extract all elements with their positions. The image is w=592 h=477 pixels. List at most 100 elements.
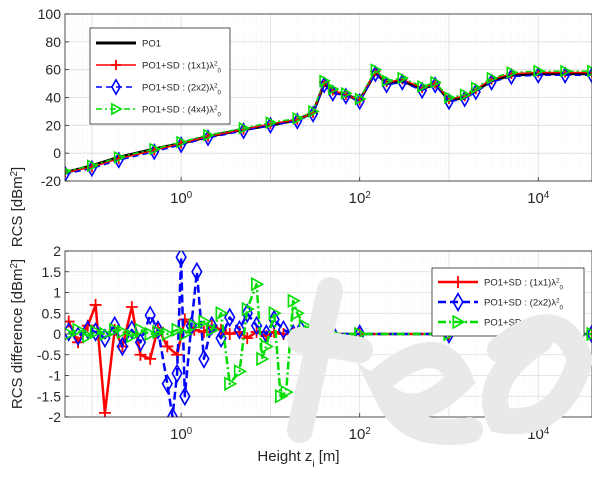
- legend-label-text: PO1+SD : (4x4)λ: [484, 318, 556, 329]
- series-line-3: [65, 68, 592, 173]
- series-1-point: [161, 373, 174, 394]
- series-2-point: [161, 326, 175, 342]
- series-3-point: [354, 92, 367, 106]
- series-1-point: [116, 336, 129, 357]
- x-tick-label: 102: [349, 426, 371, 444]
- y-axis-label: RCS [dBm2]: [9, 167, 27, 247]
- legend-label-sub: 0: [560, 304, 564, 311]
- y-axis-label-sup: 2: [9, 263, 20, 268]
- series-2-point: [188, 318, 202, 334]
- series-3-point: [370, 63, 383, 77]
- legend-label: PO1+SD : (1x1)λ20: [142, 60, 222, 74]
- series-2-point: [152, 324, 166, 340]
- series-group: [65, 63, 592, 181]
- series-2-point: [206, 322, 220, 338]
- x-tick-label-sup: 4: [544, 190, 550, 201]
- series-0-point: [223, 328, 236, 340]
- x-tick-label-text: 10: [349, 190, 366, 207]
- legend-label-text: PO1: [142, 39, 161, 50]
- series-3-point: [397, 71, 410, 85]
- series-2-point: [430, 76, 441, 94]
- series-0-point: [144, 352, 157, 365]
- series-3-point: [113, 150, 126, 164]
- series-0-point: [89, 299, 102, 311]
- series-1-point: [198, 348, 210, 369]
- series-0-point: [161, 340, 174, 353]
- series-2-point: [144, 326, 158, 342]
- series-3-point: [381, 74, 394, 88]
- y-tick-label: 0: [53, 145, 61, 161]
- y-tick-label: 0.5: [42, 305, 62, 321]
- series-2-point: [265, 116, 276, 135]
- series-3-point: [308, 104, 320, 118]
- series-line-1: [68, 255, 592, 417]
- series-2-point: [215, 305, 229, 321]
- x-tick-label-sup: 4: [544, 426, 550, 437]
- series-2-point: [109, 322, 123, 338]
- series-2-point: [260, 339, 274, 354]
- x-tick-label-sup: 0: [187, 190, 193, 201]
- legend-label-sub: 0: [218, 67, 222, 74]
- legend-label-sup: 2: [556, 277, 560, 284]
- series-2-point: [65, 327, 77, 341]
- y-tick-label: 40: [45, 90, 61, 106]
- series-0-point: [125, 301, 138, 313]
- series-2-point: [82, 328, 96, 344]
- series-2-point: [72, 322, 86, 338]
- legend-label-sup: 2: [556, 297, 560, 304]
- y-tick-label: 1: [53, 285, 61, 301]
- y-axis-label-text: RCS [dBm: [9, 176, 26, 247]
- x-tick-label-text: 10: [527, 426, 544, 443]
- legend-label: PO1+SD : (2x2)λ20: [484, 297, 564, 311]
- series-3-point: [533, 64, 545, 78]
- series-2-point: [179, 326, 193, 342]
- y-tick-label: -20: [41, 173, 61, 189]
- series-1-point: [224, 307, 236, 328]
- series-1-point: [233, 319, 246, 340]
- y-tick-label: 2: [53, 243, 61, 259]
- legend-label: PO1+SD : (4x4)λ20: [142, 104, 222, 118]
- legend-label-sub: 0: [218, 111, 222, 118]
- series-1-point: [277, 319, 290, 340]
- legend-label-sub: 0: [218, 89, 222, 96]
- series-0-point: [241, 332, 254, 345]
- series-2-point: [268, 305, 282, 321]
- legend-label-text: PO1+SD : (2x2)λ: [484, 298, 556, 309]
- series-3-point: [506, 65, 519, 79]
- legend-label: PO1: [142, 39, 161, 50]
- y-tick-label: 1.5: [42, 264, 62, 280]
- series-2-point: [99, 326, 113, 342]
- legend-swatch-marker: [452, 276, 464, 288]
- series-2-point: [224, 376, 238, 392]
- y-tick-label: 80: [45, 34, 61, 50]
- series-3-point: [327, 82, 340, 96]
- series-3-point: [430, 75, 442, 89]
- y-axis-label-sup: 2: [9, 171, 20, 176]
- legend-swatch-marker: [110, 78, 122, 96]
- legend-swatch-marker: [111, 102, 123, 116]
- y-tick-label: -1: [49, 368, 62, 384]
- legend-label-sup: 2: [214, 82, 218, 89]
- series-2-point: [340, 87, 351, 105]
- series-1-point: [191, 261, 203, 282]
- series-2-point: [292, 112, 303, 130]
- legend-label-text: PO1+SD : (1x1)λ: [484, 278, 556, 289]
- x-tick-label-text: 10: [170, 426, 187, 443]
- y-axis-label: RCS difference [dBm2]: [9, 259, 27, 409]
- y-axis-label-tail: ]: [9, 259, 26, 263]
- series-3-point: [149, 142, 162, 156]
- legend-label-text: PO1+SD : (4x4)λ: [142, 105, 214, 116]
- legend-label-text: PO1+SD : (2x2)λ: [142, 83, 214, 94]
- legend-label-sup: 2: [214, 60, 218, 67]
- legend-swatch-marker: [452, 292, 464, 312]
- legend-label-sub: 0: [560, 324, 564, 331]
- y-axis-label-tail: ]: [9, 167, 26, 171]
- y-tick-label: 100: [38, 6, 62, 22]
- series-2-point: [126, 328, 140, 344]
- series-2-point: [251, 276, 265, 292]
- x-tick-label-text: 10: [349, 426, 366, 443]
- legend-label-sup: 2: [556, 317, 560, 324]
- legend-label: PO1+SD : (1x1)λ20: [484, 277, 564, 291]
